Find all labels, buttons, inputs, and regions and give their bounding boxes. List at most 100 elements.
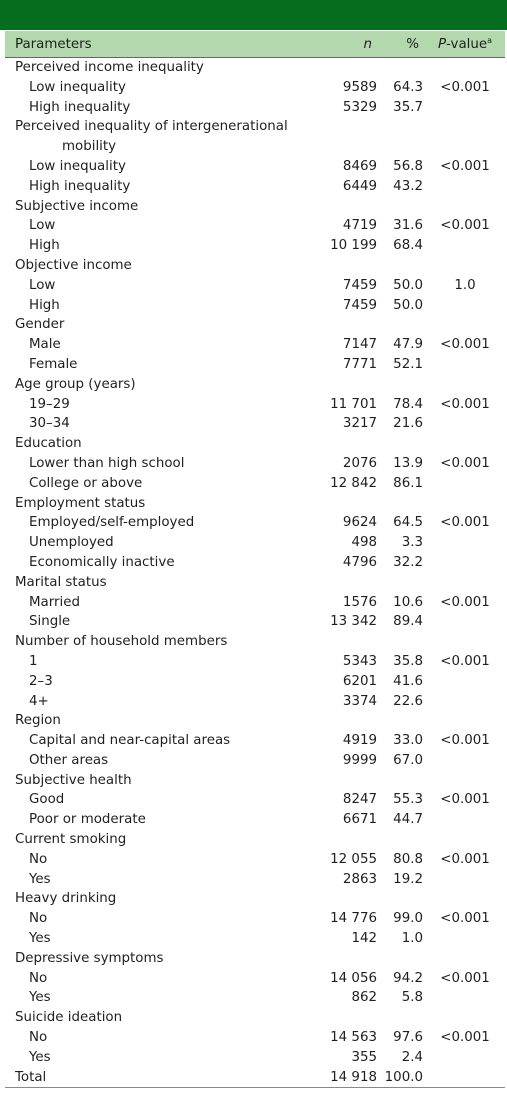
p-value-cell	[425, 375, 505, 395]
n-cell: 12 055	[330, 851, 377, 867]
parameter-label: Economically inactive	[29, 554, 175, 570]
n-cell: 9624	[342, 515, 377, 531]
p-value-cell	[425, 355, 505, 375]
parameter-label: Depressive symptoms	[15, 950, 164, 966]
parameter-cell: Employed/self-employed	[5, 513, 322, 533]
p-value-cell: <0.001	[440, 515, 490, 531]
p-value-cell: <0.001	[440, 970, 490, 986]
p-value-cell: <0.001	[440, 158, 490, 174]
parameter-cell: College or above	[5, 474, 322, 494]
n-cell	[322, 315, 380, 335]
parameter-label: Marital status	[15, 574, 107, 590]
n-cell	[322, 889, 380, 909]
table-row: Female 7771 52.1	[5, 355, 505, 375]
parameter-cell: High inequality	[5, 98, 322, 118]
n-cell: 498	[351, 535, 377, 551]
parameter-label: Low inequality	[29, 79, 126, 95]
p-value-cell	[425, 296, 505, 316]
percent-cell: 5.8	[401, 990, 423, 1006]
p-value-cell	[425, 553, 505, 573]
parameter-label: Poor or moderate	[29, 812, 146, 828]
parameter-label: Employed/self-employed	[29, 515, 195, 531]
parameter-label: Low	[29, 277, 56, 293]
p-value-cell: <0.001	[440, 911, 490, 927]
parameter-cell: No	[5, 850, 322, 870]
percent-cell: 35.8	[393, 653, 423, 669]
parameter-cell: Region	[5, 711, 322, 731]
p-value-cell: <0.001	[440, 79, 490, 95]
p-value-cell	[425, 256, 505, 276]
characteristics-table: Parameters n % P-valuea Perceived income…	[5, 31, 505, 1089]
table-row: No 14 776 99.0 <0.001	[5, 909, 505, 929]
table-group-row: Perceived inequality of intergenerationa…	[5, 117, 505, 157]
parameter-cell: Heavy drinking	[5, 889, 322, 909]
n-cell: 355	[351, 1049, 377, 1065]
table-row: Yes 2863 19.2	[5, 870, 505, 890]
parameter-cell: Education	[5, 434, 322, 454]
parameter-cell: Male	[5, 335, 322, 355]
header-row: Parameters n % P-valuea	[5, 31, 505, 58]
n-cell	[322, 771, 380, 791]
p-value-cell	[425, 830, 505, 850]
n-cell	[322, 494, 380, 514]
p-value-cell: <0.001	[440, 337, 490, 353]
percent-cell	[380, 949, 425, 969]
table-row: Low 7459 50.0 1.0	[5, 276, 505, 296]
table-row: Lower than high school 2076 13.9 <0.001	[5, 454, 505, 474]
table-row: College or above 12 842 86.1	[5, 474, 505, 494]
n-cell	[322, 632, 380, 652]
percent-cell	[380, 315, 425, 335]
parameter-cell: Age group (years)	[5, 375, 322, 395]
n-cell: 12 842	[330, 475, 377, 491]
percent-cell	[380, 889, 425, 909]
parameter-label: No	[29, 970, 48, 986]
header-p-value: P-valuea	[425, 31, 505, 58]
n-cell	[322, 197, 380, 217]
p-value-cell: <0.001	[440, 396, 490, 412]
p-value-cell	[425, 692, 505, 712]
parameter-label: Number of household members	[15, 634, 228, 650]
n-cell: 862	[351, 990, 377, 1006]
parameter-label: Employment status	[15, 495, 146, 511]
parameter-label: High inequality	[29, 178, 131, 194]
n-cell: 4719	[342, 218, 377, 234]
parameter-cell: Female	[5, 355, 322, 375]
parameter-cell: Capital and near-capital areas	[5, 731, 322, 751]
table-row: 19–29 11 701 78.4 <0.001	[5, 395, 505, 415]
parameter-label: Age group (years)	[15, 376, 136, 392]
percent-cell: 99.0	[393, 911, 423, 927]
parameter-label: Good	[29, 792, 65, 808]
parameter-label: Subjective income	[15, 198, 139, 214]
parameter-cell: Suicide ideation	[5, 1008, 322, 1028]
percent-cell	[380, 771, 425, 791]
percent-cell	[380, 830, 425, 850]
percent-cell	[380, 256, 425, 276]
parameter-cell: Perceived inequality of intergenerationa…	[5, 117, 322, 157]
parameter-cell: 4+	[5, 692, 322, 712]
p-value-cell	[425, 533, 505, 553]
p-value-cell: <0.001	[440, 594, 490, 610]
parameter-cell: Other areas	[5, 751, 322, 771]
table-group-row: Heavy drinking	[5, 889, 505, 909]
percent-cell: 50.0	[393, 297, 423, 313]
table-row: Low inequality 8469 56.8 <0.001	[5, 157, 505, 177]
parameter-cell: Objective income	[5, 256, 322, 276]
n-cell: 6201	[342, 673, 377, 689]
percent-cell: 31.6	[393, 218, 423, 234]
percent-cell: 44.7	[393, 812, 423, 828]
parameter-cell: Yes	[5, 988, 322, 1008]
table-row: Single 13 342 89.4	[5, 612, 505, 632]
percent-cell: 41.6	[393, 673, 423, 689]
percent-cell: 35.7	[393, 99, 423, 115]
p-value-cell	[425, 870, 505, 890]
parameter-cell: Number of household members	[5, 632, 322, 652]
percent-cell: 2.4	[401, 1049, 423, 1065]
parameter-label: No	[29, 851, 48, 867]
n-cell	[322, 375, 380, 395]
percent-cell	[380, 434, 425, 454]
p-value-cell	[425, 117, 505, 157]
percent-cell: 67.0	[393, 752, 423, 768]
p-value-cell	[425, 672, 505, 692]
p-value-cell: <0.001	[440, 455, 490, 471]
table-row: Low inequality 9589 64.3 <0.001	[5, 78, 505, 98]
